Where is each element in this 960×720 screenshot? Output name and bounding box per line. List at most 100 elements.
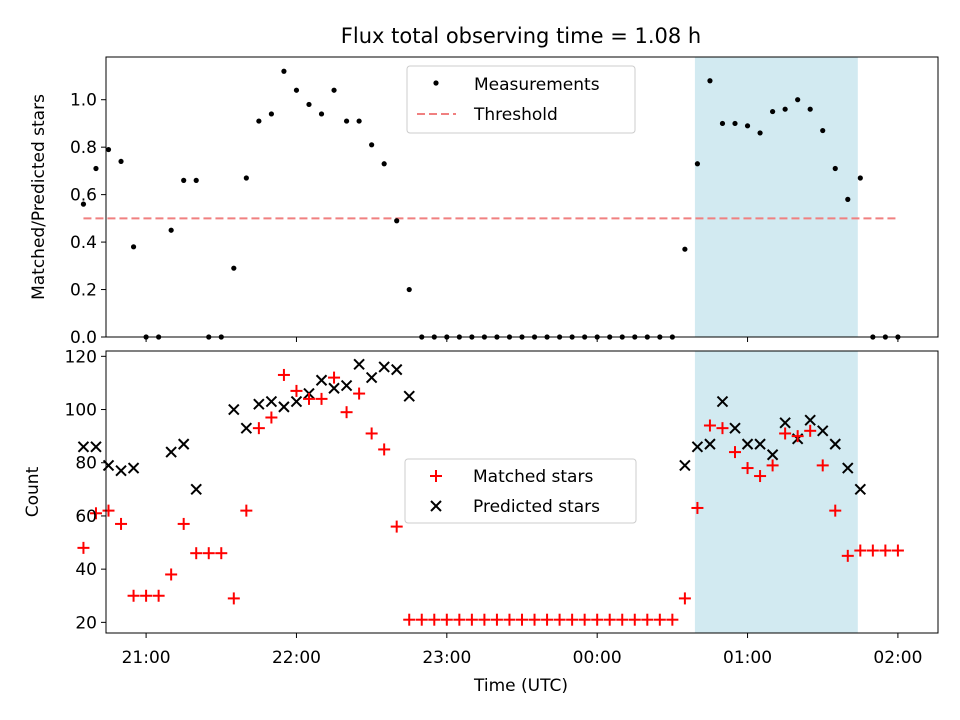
top-y-ticks: 0.0 0.2 0.4 0.6 0.8 1.0 bbox=[70, 91, 106, 348]
measurement-point bbox=[782, 106, 788, 112]
matched-star-point bbox=[816, 459, 829, 472]
measurement-point bbox=[181, 177, 187, 183]
matched-star-point bbox=[227, 592, 240, 605]
predicted-star-point bbox=[115, 465, 127, 477]
measurement-point bbox=[394, 218, 400, 224]
measurement-point bbox=[168, 227, 174, 233]
bottom-legend: Matched stars Predicted stars bbox=[404, 458, 637, 524]
predicted-star-point bbox=[403, 390, 415, 402]
measurement-point bbox=[193, 177, 199, 183]
bottom-highlight-span bbox=[694, 351, 858, 633]
matched-star-point bbox=[653, 613, 666, 626]
top-y-tick-label: 0.6 bbox=[70, 186, 97, 206]
matched-star-point bbox=[415, 613, 428, 626]
top-panel: 0.0 0.2 0.4 0.6 0.8 1.0 Matched/Predicted sta… bbox=[29, 56, 939, 348]
measurement-point bbox=[707, 78, 713, 84]
predicted-star-point bbox=[679, 459, 691, 472]
top-y-tick-label: 0.0 bbox=[70, 328, 97, 348]
measurement-point bbox=[795, 97, 801, 103]
bottom-y-ticks: 20 40 60 80 100 120 bbox=[65, 347, 106, 633]
x-tick-label: 02:00 bbox=[873, 648, 922, 668]
predicted-star-point bbox=[253, 398, 265, 410]
measurement-point bbox=[845, 196, 851, 202]
measurement-point bbox=[306, 101, 312, 108]
top-y-tick-label: 1.0 bbox=[70, 91, 97, 111]
matched-star-point bbox=[165, 568, 178, 581]
matched-star-point bbox=[566, 613, 579, 626]
matched-star-point bbox=[503, 613, 516, 626]
matched-star-point bbox=[490, 613, 503, 626]
predicted-star-point bbox=[842, 462, 854, 474]
predicted-star-point bbox=[328, 382, 340, 394]
predicted-star-point bbox=[390, 363, 403, 376]
bottom-y-tick-label: 40 bbox=[75, 560, 97, 580]
measurement-point bbox=[857, 175, 863, 181]
bottom-y-tick-label: 120 bbox=[65, 347, 97, 367]
measurement-point bbox=[732, 120, 738, 127]
matched-star-point bbox=[302, 392, 315, 405]
matched-star-point bbox=[691, 501, 704, 514]
matched-star-point bbox=[779, 427, 792, 440]
matched-star-point bbox=[252, 422, 265, 435]
predicted-star-point bbox=[365, 371, 378, 384]
measurement-point bbox=[694, 161, 701, 167]
matched-star-point bbox=[353, 387, 366, 400]
measurement-point bbox=[406, 286, 412, 293]
matched-star-point bbox=[290, 384, 303, 397]
top-legend: Measurements Threshold bbox=[406, 65, 636, 134]
predicted-star-point bbox=[278, 401, 290, 413]
top-legend-box bbox=[406, 65, 636, 134]
predicted-star-point bbox=[77, 441, 90, 453]
predicted-star-point bbox=[729, 422, 741, 434]
measurement-point bbox=[293, 87, 300, 93]
matched-star-point bbox=[641, 613, 654, 626]
measurement-point bbox=[93, 165, 99, 172]
matched-star-point bbox=[365, 427, 378, 440]
matched-star-point bbox=[754, 470, 767, 483]
matched-star-point bbox=[390, 520, 403, 533]
predicted-star-point bbox=[854, 483, 867, 496]
matched-star-point bbox=[766, 459, 779, 472]
measurement-point bbox=[832, 165, 838, 172]
measurement-point bbox=[744, 123, 751, 129]
top-y-tick-label: 0.4 bbox=[70, 233, 97, 253]
matched-star-point bbox=[89, 507, 102, 520]
matched-star-point bbox=[152, 589, 165, 602]
matched-star-point bbox=[102, 504, 115, 517]
legend-label-threshold: Threshold bbox=[473, 105, 558, 125]
bottom-y-tick-label: 80 bbox=[75, 454, 97, 474]
matched-star-point bbox=[879, 544, 892, 557]
matched-star-point bbox=[578, 613, 591, 626]
matched-star-point bbox=[541, 613, 554, 626]
figure-title: Flux total observing time = 1.08 h bbox=[341, 24, 701, 48]
matched-star-point bbox=[428, 613, 441, 626]
predicted-star-point bbox=[353, 358, 365, 371]
legend-marker-measurements bbox=[433, 80, 439, 86]
predicted-star-point bbox=[190, 483, 202, 496]
matched-stars-layer bbox=[77, 368, 904, 626]
top-x-ticks bbox=[145, 337, 899, 342]
matched-star-point bbox=[528, 613, 541, 626]
matched-star-point bbox=[741, 462, 754, 475]
measurement-point bbox=[256, 118, 262, 124]
predicted-star-point bbox=[691, 441, 704, 453]
matched-star-point bbox=[453, 613, 466, 626]
legend-marker-predicted-stars bbox=[430, 500, 442, 512]
predicted-star-point bbox=[779, 417, 791, 429]
measurement-point bbox=[281, 68, 287, 74]
predicted-star-point bbox=[766, 449, 779, 461]
predicted-star-point bbox=[741, 438, 754, 450]
matched-star-point bbox=[177, 517, 190, 530]
matched-star-point bbox=[603, 613, 616, 626]
matched-star-point bbox=[678, 592, 691, 605]
matched-star-point bbox=[403, 613, 416, 626]
measurement-point bbox=[770, 108, 776, 115]
x-tick-label: 22:00 bbox=[272, 648, 321, 668]
predicted-star-point bbox=[804, 414, 816, 426]
measurement-point bbox=[231, 265, 237, 271]
predicted-star-point bbox=[315, 374, 328, 386]
matched-star-point bbox=[854, 544, 867, 557]
matched-star-point bbox=[440, 613, 453, 626]
measurement-point bbox=[356, 118, 362, 124]
